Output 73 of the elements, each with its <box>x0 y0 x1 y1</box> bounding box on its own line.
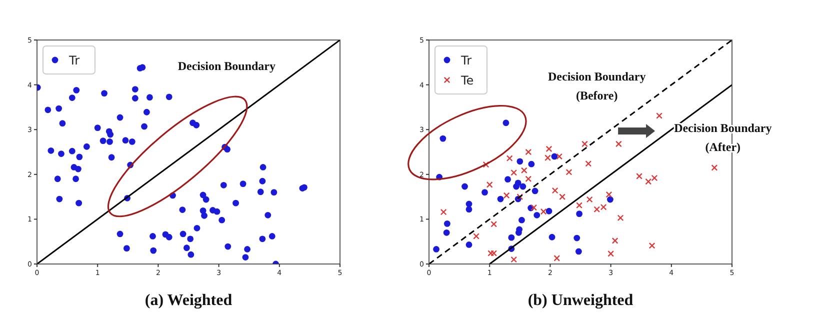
point <box>576 202 582 209</box>
point <box>534 212 540 218</box>
text: (a) Weighted <box>144 292 232 309</box>
point <box>503 192 510 199</box>
point <box>520 183 526 190</box>
point <box>532 188 538 194</box>
point <box>516 158 524 165</box>
point <box>497 196 504 202</box>
point <box>612 238 618 244</box>
point <box>617 214 624 222</box>
point <box>518 216 525 224</box>
legend-label: Te <box>460 74 474 88</box>
point <box>582 140 588 148</box>
point <box>636 172 642 180</box>
point <box>490 220 498 228</box>
point <box>508 234 515 241</box>
point <box>440 135 446 142</box>
point <box>473 233 480 240</box>
text: (b) Unweighted <box>528 292 634 309</box>
point <box>606 196 614 203</box>
point <box>490 250 498 256</box>
point <box>651 174 658 182</box>
point <box>585 160 592 167</box>
point <box>466 242 472 248</box>
point <box>556 153 562 160</box>
point <box>648 242 656 249</box>
point <box>516 226 522 233</box>
legend-label: Tr <box>460 54 472 68</box>
point <box>546 146 552 152</box>
point <box>504 176 511 183</box>
point <box>510 256 518 263</box>
point <box>586 196 593 203</box>
point <box>488 250 494 256</box>
annotation: Decision Boundary (Before) <box>548 69 646 102</box>
point <box>482 189 488 196</box>
point <box>540 208 547 215</box>
point <box>466 206 472 213</box>
point <box>608 250 614 257</box>
legend-label: Tr <box>68 54 80 68</box>
point <box>566 168 572 176</box>
point <box>575 248 582 255</box>
point <box>443 229 450 236</box>
point <box>554 254 560 262</box>
point <box>520 167 528 174</box>
point <box>525 148 532 156</box>
point <box>552 187 558 194</box>
point <box>711 164 718 171</box>
point <box>574 234 580 242</box>
point <box>506 155 513 162</box>
point <box>514 180 522 186</box>
point <box>576 210 582 218</box>
point <box>551 153 558 160</box>
point <box>433 246 440 252</box>
point <box>482 161 490 168</box>
point <box>546 208 552 214</box>
point <box>462 183 468 190</box>
point <box>528 160 535 168</box>
point <box>615 140 622 148</box>
point <box>656 112 662 119</box>
point <box>510 169 518 176</box>
point <box>544 154 551 162</box>
point <box>444 220 450 227</box>
point <box>486 182 493 188</box>
point <box>606 191 612 198</box>
annotation: Decision Boundary <box>178 59 276 74</box>
point <box>548 234 556 240</box>
point <box>516 194 524 200</box>
point <box>502 120 510 126</box>
point <box>440 208 447 216</box>
point <box>559 194 566 200</box>
point <box>525 176 532 182</box>
point <box>530 204 538 211</box>
point <box>645 178 652 185</box>
